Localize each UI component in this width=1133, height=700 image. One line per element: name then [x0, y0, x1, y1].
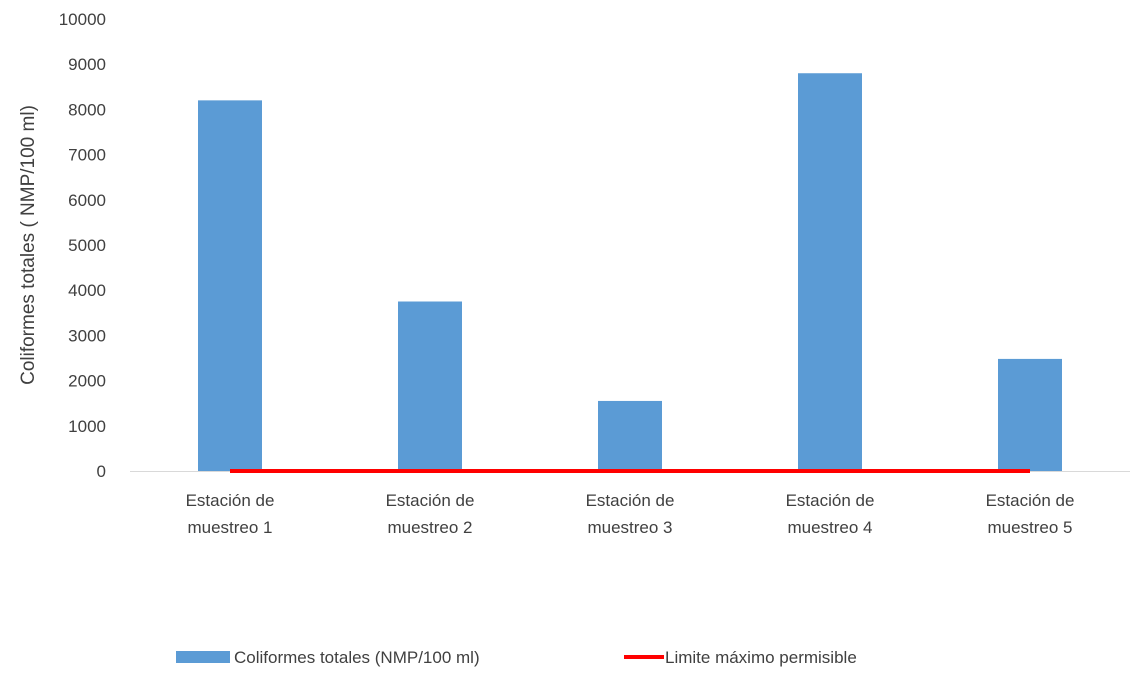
x-category-label: Estación de muestreo 2 — [386, 491, 475, 537]
y-tick-label: 6000 — [68, 191, 106, 210]
y-tick-label: 4000 — [68, 281, 106, 300]
y-tick-label: 9000 — [68, 55, 106, 74]
y-tick-label: 8000 — [68, 100, 106, 119]
bar — [398, 301, 462, 471]
bar — [998, 358, 1062, 471]
y-tick-label: 0 — [97, 462, 106, 481]
x-category-label: Estación de muestreo 4 — [786, 491, 875, 537]
x-category-label: Estación de muestreo 1 — [186, 491, 275, 537]
bar-series — [198, 73, 1062, 472]
y-tick-label: 7000 — [68, 146, 106, 165]
bar — [598, 400, 662, 471]
legend-line-label: Limite máximo permisible — [665, 648, 857, 667]
legend-bar-label: Coliformes totales (NMP/100 ml) — [234, 648, 480, 667]
y-tick-label: 1000 — [68, 417, 106, 436]
bar — [798, 73, 862, 472]
y-axis-title: Coliformes totales ( NMP/100 ml) — [18, 105, 39, 385]
y-tick-label: 2000 — [68, 372, 106, 391]
y-axis-ticks: 0 1000 2000 3000 4000 5000 6000 7000 8000 9000 100… — [59, 10, 106, 481]
y-tick-label: 10000 — [59, 10, 106, 29]
y-tick-label: 3000 — [68, 326, 106, 345]
bar — [198, 100, 262, 472]
x-axis-categories: Estación de muestreo 1 Estación de muestreo… — [186, 491, 1075, 537]
y-tick-label: 5000 — [68, 236, 106, 255]
x-category-label: Estación de muestreo 5 — [986, 491, 1075, 537]
legend: Coliformes totales (NMP/100 ml) Limite m… — [176, 648, 857, 667]
x-category-label: Estación de muestreo 3 — [586, 491, 675, 537]
legend-bar-swatch — [176, 651, 230, 663]
